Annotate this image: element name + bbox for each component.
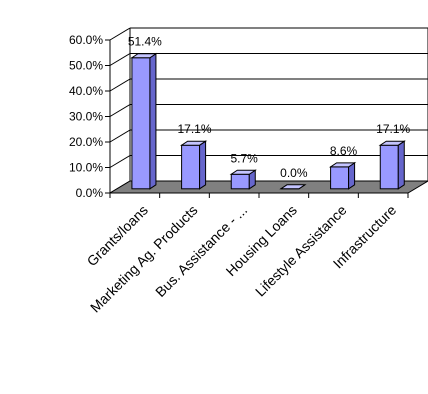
gridline-side — [109, 27, 131, 41]
y-tick-label: 50.0% — [69, 59, 103, 73]
y-tick-label: 10.0% — [69, 161, 103, 175]
bar-front — [330, 166, 350, 190]
bar-front — [230, 173, 250, 190]
y-tick-label: 30.0% — [69, 110, 103, 124]
bar-front — [131, 57, 151, 190]
bar-side — [397, 140, 405, 190]
gridline-side — [109, 155, 131, 168]
category-label: Bus. Assistance - ... — [152, 202, 250, 300]
bar-top — [179, 140, 208, 146]
bar-front — [379, 144, 399, 190]
data-labels: 51.4% 17.1% 5.7% 0.0% 8.6% 17.1% — [128, 35, 411, 180]
data-label: 0.0% — [280, 166, 308, 180]
gridline-side — [109, 53, 131, 66]
data-label: 8.6% — [330, 144, 358, 158]
y-tick-label: 0.0% — [76, 186, 104, 200]
bar-top — [328, 162, 357, 168]
gridline-side — [109, 104, 131, 117]
y-axis-ticks: 0.0% 10.0% 20.0% 30.0% 40.0% 50.0% 60.0% — [69, 33, 110, 200]
data-label: 5.7% — [230, 151, 258, 165]
bars — [130, 52, 406, 190]
bar-top — [130, 53, 158, 59]
category-label: Lifestyle Assistance — [252, 202, 350, 300]
bar-top — [378, 140, 406, 146]
bar-top — [279, 184, 307, 190]
y-tick-label: 20.0% — [69, 135, 103, 149]
bar-side — [199, 140, 207, 190]
gridlines — [109, 27, 428, 194]
data-label: 17.1% — [376, 122, 410, 136]
bar-front — [181, 144, 201, 190]
data-label: 51.4% — [128, 35, 162, 49]
bar-top — [229, 169, 257, 175]
y-tick-label: 40.0% — [69, 84, 103, 98]
gridline-side — [109, 78, 131, 92]
bar-side — [149, 52, 157, 190]
gridline-side — [109, 129, 131, 143]
y-tick-label: 60.0% — [69, 33, 103, 47]
data-label: 17.1% — [177, 122, 211, 136]
